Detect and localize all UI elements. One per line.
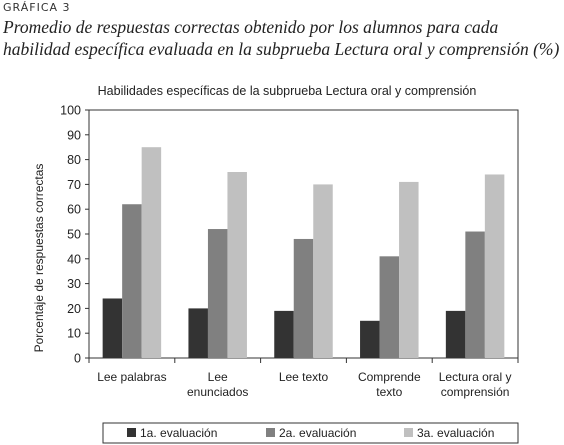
- bar-1-cat-4: [360, 320, 380, 358]
- bar-3-cat-2: [227, 172, 247, 358]
- bar-2-cat-5: [465, 231, 485, 358]
- x-tick-label: Lee: [208, 370, 228, 384]
- legend-swatch: [266, 428, 275, 437]
- y-tick-label: 30: [67, 277, 81, 291]
- bar-1-cat-2: [188, 308, 208, 358]
- x-tick-label: Lee texto: [279, 370, 329, 384]
- figure-label: GRÁFICA 3: [3, 1, 71, 14]
- legend-label: 3a. evaluación: [417, 426, 494, 440]
- x-tick-label: enunciados: [187, 385, 248, 399]
- bar-2-cat-4: [379, 256, 400, 358]
- y-tick-label: 70: [67, 178, 81, 192]
- legend-swatch: [127, 428, 136, 437]
- y-tick-label: 60: [67, 203, 81, 217]
- bar-1-cat-3: [274, 310, 294, 358]
- y-axis-label: Porcentaje de respuestas correctas: [32, 164, 46, 353]
- y-tick-label: 90: [67, 128, 81, 142]
- bar-3-cat-4: [399, 181, 419, 358]
- legend-swatch: [404, 428, 413, 437]
- bar-3-cat-5: [484, 174, 505, 358]
- x-tick-label: Lectura oral y: [439, 370, 512, 384]
- x-tick-label: Lee palabras: [97, 370, 166, 384]
- bar-3-cat-1: [141, 147, 162, 358]
- bar-2-cat-1: [122, 204, 142, 358]
- figure-caption: Promedio de respuestas correctas obtenid…: [3, 16, 563, 60]
- x-tick-label: texto: [376, 385, 402, 399]
- chart-title: Habilidades específicas de la subprueba …: [98, 84, 477, 98]
- y-tick-label: 20: [67, 302, 81, 316]
- legend-label: 2a. evaluación: [279, 426, 356, 440]
- bar-2-cat-3: [293, 238, 314, 358]
- legend-box: [102, 422, 519, 444]
- y-tick-label: 80: [67, 153, 81, 167]
- caption-line-2: habilidad específica evaluada en la subp…: [3, 39, 560, 59]
- legend: 1a. evaluación 2a. evaluación 3a. evaluaci…: [102, 422, 519, 444]
- bar-2-cat-2: [207, 229, 228, 358]
- bar-3-cat-3: [313, 184, 333, 358]
- x-tick-label: Comprende: [358, 370, 421, 384]
- y-tick-label: 50: [67, 228, 81, 242]
- legend-label: 1a. evaluación: [140, 426, 217, 440]
- y-tick-label: 10: [67, 327, 81, 341]
- bars: [102, 147, 505, 358]
- y-tick-label: 40: [67, 252, 81, 266]
- caption-line-1: Promedio de respuestas correctas obtenid…: [3, 17, 499, 37]
- bar-1-cat-1: [102, 298, 123, 358]
- bar-1-cat-5: [445, 310, 466, 358]
- y-tick-label: 0: [74, 352, 81, 366]
- y-tick-label: 100: [60, 104, 81, 118]
- x-tick-label: comprensión: [441, 385, 510, 399]
